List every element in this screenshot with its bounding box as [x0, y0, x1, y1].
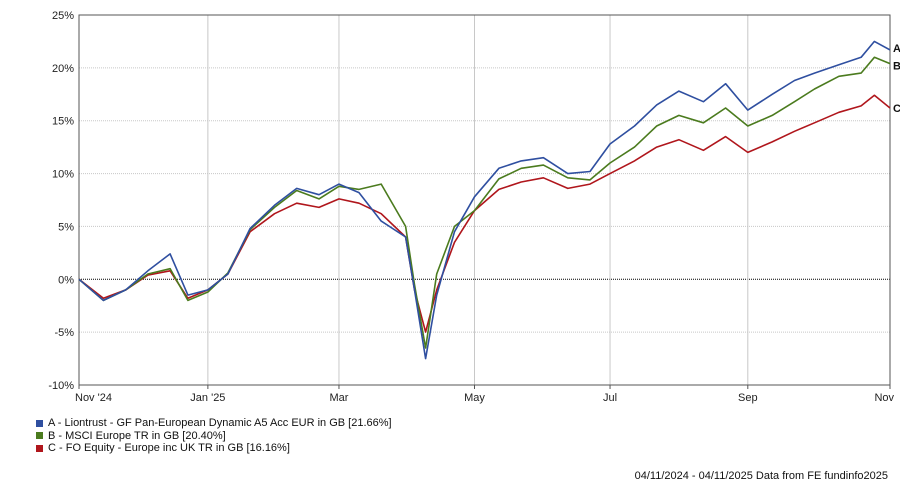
x-tick-label: Sep — [738, 392, 758, 404]
y-tick-label: 20% — [52, 63, 74, 75]
legend-label: C - FO Equity - Europe inc UK TR in GB [… — [48, 442, 290, 454]
legend-swatch — [36, 419, 43, 427]
end-labels: AB C — [893, 43, 900, 115]
legend-swatch — [36, 432, 43, 440]
series-lines — [78, 40, 891, 360]
y-tick-label: 0% — [58, 274, 74, 286]
grid — [79, 15, 890, 385]
y-tick-label: 10% — [52, 169, 74, 181]
end-label-c: C — [893, 103, 900, 115]
legend-item-a: A - Liontrust - GF Pan-European Dynamic … — [36, 417, 392, 430]
line-chart: -10% -5% 0% 5% 10% 15% 20% 25% Nov '24 Jan '25 Mar… — [48, 10, 900, 404]
legend-item-b: B - MSCI Europe TR in GB [20.40%] — [36, 430, 392, 443]
legend-item-c: C - FO Equity - Europe inc UK TR in GB [… — [36, 442, 392, 455]
y-tick-label: -10% — [48, 380, 74, 392]
plot-frame — [78, 14, 891, 386]
series-line-a — [78, 40, 891, 360]
footer-date-range: 04/11/2024 - 04/11/2025 Data from FE fun… — [634, 470, 888, 482]
y-tick-label: 5% — [58, 221, 74, 233]
x-tick-label: May — [464, 392, 485, 404]
y-tick-label: 25% — [52, 10, 74, 22]
series-line-c — [78, 94, 891, 333]
x-tick-label: Mar — [329, 392, 348, 404]
x-tick-label: Nov '24 — [75, 392, 112, 404]
axes: -10% -5% 0% 5% 10% 15% 20% 25% Nov '24 Jan '25 Mar… — [48, 10, 894, 404]
x-tick-label: Nov — [874, 392, 894, 404]
y-tick-label: 15% — [52, 116, 74, 128]
x-tick-label: Jan '25 — [190, 392, 225, 404]
legend-label: B - MSCI Europe TR in GB [20.40%] — [48, 429, 226, 442]
legend-label: A - Liontrust - GF Pan-European Dynamic … — [48, 417, 392, 429]
y-tick-label: -5% — [54, 327, 74, 339]
end-label-b: B — [893, 61, 900, 73]
legend-swatch — [36, 444, 43, 452]
end-label-a: A — [893, 43, 900, 55]
legend: A - Liontrust - GF Pan-European Dynamic … — [36, 417, 392, 455]
x-tick-label: Jul — [603, 392, 617, 404]
